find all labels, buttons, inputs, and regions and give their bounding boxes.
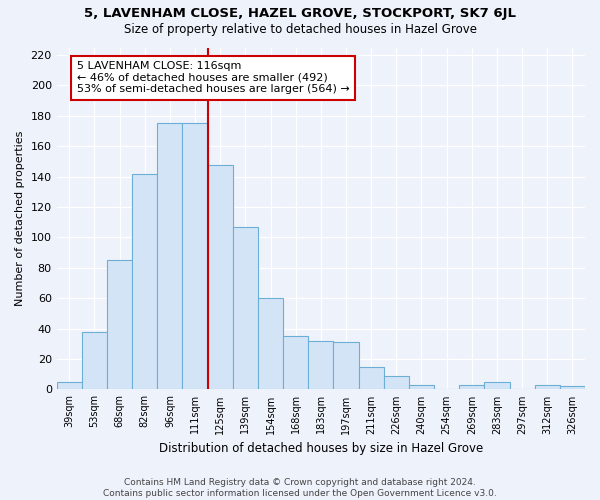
Bar <box>484 382 509 390</box>
Bar <box>132 174 157 390</box>
Bar <box>258 298 283 390</box>
Text: Contains HM Land Registry data © Crown copyright and database right 2024.
Contai: Contains HM Land Registry data © Crown c… <box>103 478 497 498</box>
Bar <box>308 341 334 390</box>
Text: 5, LAVENHAM CLOSE, HAZEL GROVE, STOCKPORT, SK7 6JL: 5, LAVENHAM CLOSE, HAZEL GROVE, STOCKPOR… <box>84 8 516 20</box>
Bar <box>208 164 233 390</box>
Y-axis label: Number of detached properties: Number of detached properties <box>15 131 25 306</box>
Bar <box>182 124 208 390</box>
Bar <box>535 385 560 390</box>
Text: 5 LAVENHAM CLOSE: 116sqm
← 46% of detached houses are smaller (492)
53% of semi-: 5 LAVENHAM CLOSE: 116sqm ← 46% of detach… <box>77 61 350 94</box>
Bar <box>459 385 484 390</box>
Bar <box>82 332 107 390</box>
Bar <box>334 342 359 390</box>
X-axis label: Distribution of detached houses by size in Hazel Grove: Distribution of detached houses by size … <box>159 442 483 455</box>
Bar <box>56 382 82 390</box>
Bar <box>409 385 434 390</box>
Bar <box>283 336 308 390</box>
Bar <box>384 376 409 390</box>
Bar <box>359 366 384 390</box>
Bar <box>560 386 585 390</box>
Bar <box>157 124 182 390</box>
Text: Size of property relative to detached houses in Hazel Grove: Size of property relative to detached ho… <box>124 22 476 36</box>
Bar <box>233 227 258 390</box>
Bar <box>107 260 132 390</box>
